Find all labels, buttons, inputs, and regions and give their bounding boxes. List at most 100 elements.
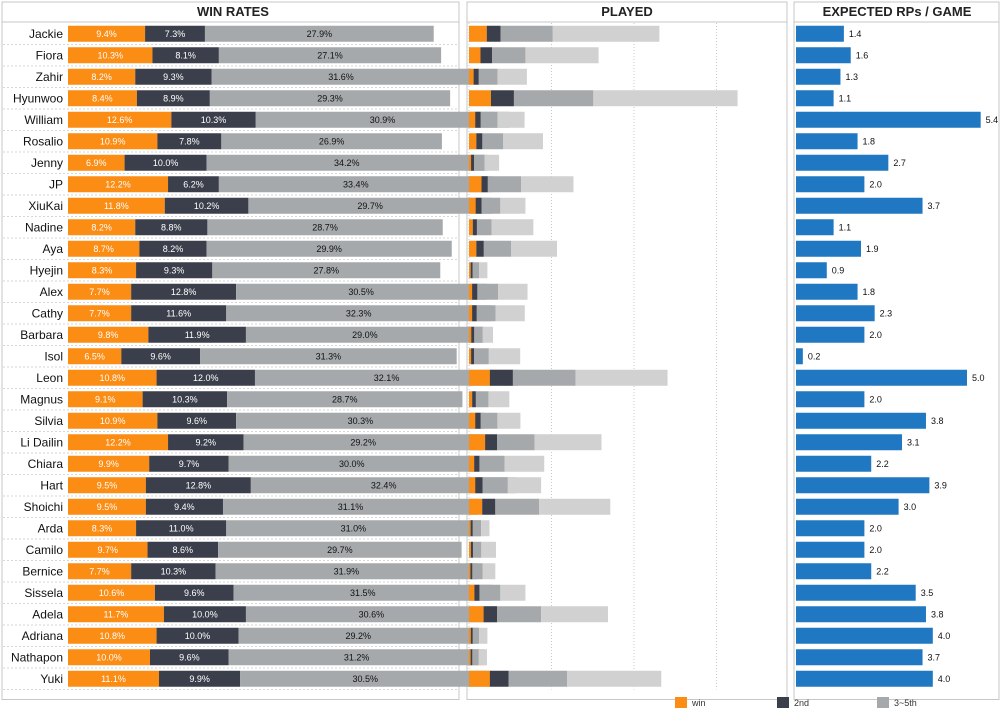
played-bar-win bbox=[469, 584, 475, 601]
played-bar-3~5th bbox=[472, 563, 483, 580]
legend-label-1: 2nd bbox=[794, 698, 809, 708]
played-bar-2nd bbox=[486, 25, 501, 42]
win-rate-label-2nd: 11.0% bbox=[169, 523, 194, 533]
win-rate-label-2nd: 8.9% bbox=[163, 93, 184, 103]
win-rate-label-2nd: 11.6% bbox=[166, 308, 191, 318]
player-name: Nadine bbox=[25, 220, 63, 234]
expected-rp-label: 1.9 bbox=[866, 244, 879, 254]
played-bar-3~5th bbox=[472, 541, 482, 558]
player-name: Leon bbox=[36, 371, 63, 385]
expected-rp-label: 3.7 bbox=[928, 652, 941, 662]
played-bar-win bbox=[469, 563, 471, 580]
win-rate-bar-win bbox=[68, 283, 132, 300]
win-rate-label-3~5th: 30.6% bbox=[359, 609, 385, 619]
win-rate-label-win: 10.8% bbox=[100, 373, 126, 383]
played-bar-rest bbox=[488, 348, 521, 365]
expected-rp-label: 3.9 bbox=[934, 480, 947, 490]
played-bar-rest bbox=[478, 649, 487, 666]
expected-rp-bar bbox=[796, 477, 930, 494]
win-rate-label-3~5th: 31.3% bbox=[316, 351, 342, 361]
win-rate-label-win: 10.9% bbox=[100, 136, 126, 146]
played-bar-rest bbox=[567, 670, 662, 687]
win-rate-label-2nd: 8.2% bbox=[163, 244, 184, 254]
expected-rp-bar bbox=[796, 348, 803, 365]
win-rate-bar-win bbox=[68, 240, 140, 257]
expected-rp-bar bbox=[796, 627, 933, 644]
expected-rp-label: 2.3 bbox=[880, 308, 893, 318]
expected-rp-bar bbox=[796, 197, 923, 214]
expected-rp-label: 1.1 bbox=[839, 93, 852, 103]
played-bar-win bbox=[469, 219, 473, 236]
player-name: Cathy bbox=[32, 306, 63, 320]
played-bar-3~5th bbox=[482, 477, 508, 494]
played-bar-2nd bbox=[470, 563, 473, 580]
expected-rp-label: 1.1 bbox=[839, 222, 852, 232]
played-bar-2nd bbox=[483, 606, 498, 623]
played-bar-3~5th bbox=[508, 670, 568, 687]
played-bar-rest bbox=[539, 498, 611, 515]
win-rate-bar-3~5th bbox=[209, 90, 451, 107]
played-bar-3~5th bbox=[487, 176, 522, 193]
played-bar-3~5th bbox=[474, 326, 483, 343]
win-rate-bar-2nd bbox=[148, 326, 246, 343]
player-name: Yuki bbox=[40, 672, 63, 686]
player-name: Nathapon bbox=[11, 650, 63, 664]
win-rate-label-3~5th: 31.6% bbox=[328, 72, 354, 82]
panel-win-rates-frame bbox=[1, 1, 460, 700]
played-bar-rest bbox=[521, 176, 574, 193]
win-rate-label-win: 8.2% bbox=[91, 222, 112, 232]
played-bar-3~5th bbox=[477, 283, 499, 300]
win-rate-label-3~5th: 30.0% bbox=[339, 459, 365, 469]
win-rate-bar-3~5th bbox=[218, 47, 442, 64]
played-bar-3~5th bbox=[513, 90, 594, 107]
played-bar-rest bbox=[482, 326, 494, 343]
win-rate-bar-2nd bbox=[156, 627, 239, 644]
win-rate-label-2nd: 8.1% bbox=[175, 50, 196, 60]
played-bar-3~5th bbox=[495, 498, 540, 515]
win-rate-bar-2nd bbox=[135, 68, 212, 85]
win-rate-label-2nd: 9.4% bbox=[174, 502, 195, 512]
win-rate-bar-2nd bbox=[157, 412, 237, 429]
win-rate-bar-2nd bbox=[121, 348, 201, 365]
win-rate-bar-2nd bbox=[145, 477, 251, 494]
win-rate-label-2nd: 6.2% bbox=[183, 179, 204, 189]
win-rate-bar-3~5th bbox=[207, 219, 443, 236]
win-rate-bar-3~5th bbox=[226, 520, 481, 537]
expected-rp-label: 5.0 bbox=[972, 373, 985, 383]
win-rate-label-win: 10.0% bbox=[96, 652, 122, 662]
win-rate-label-2nd: 10.0% bbox=[192, 609, 218, 619]
win-rate-label-2nd: 7.8% bbox=[179, 136, 200, 146]
win-rate-label-3~5th: 29.0% bbox=[352, 330, 378, 340]
played-bar-2nd bbox=[471, 326, 475, 343]
win-rate-bar-3~5th bbox=[236, 412, 485, 429]
win-rate-label-win: 9.5% bbox=[97, 480, 118, 490]
win-rate-label-win: 8.2% bbox=[91, 72, 112, 82]
win-rate-label-win: 8.3% bbox=[92, 523, 113, 533]
win-rate-bar-3~5th bbox=[204, 25, 434, 42]
played-bar-3~5th bbox=[474, 348, 489, 365]
played-bar-win bbox=[469, 498, 483, 515]
played-bar-rest bbox=[498, 283, 528, 300]
player-name: XiuKai bbox=[28, 199, 63, 213]
win-rate-label-3~5th: 30.5% bbox=[352, 674, 378, 684]
win-rate-bar-win bbox=[68, 369, 157, 386]
played-bar-3~5th bbox=[478, 68, 498, 85]
player-name: Hart bbox=[40, 478, 63, 492]
win-rate-bar-2nd bbox=[168, 176, 219, 193]
player-name: Hyunwoo bbox=[13, 91, 63, 105]
played-bar-win bbox=[469, 90, 491, 107]
played-bar-3~5th bbox=[481, 197, 501, 214]
played-bar-win bbox=[469, 47, 481, 64]
expected-rp-label: 3.1 bbox=[907, 437, 920, 447]
win-rate-bar-3~5th bbox=[245, 606, 497, 623]
expected-rp-bar bbox=[796, 326, 865, 343]
win-rate-label-3~5th: 28.7% bbox=[312, 222, 338, 232]
win-rate-bar-2nd bbox=[154, 584, 234, 601]
win-rate-label-win: 8.3% bbox=[92, 265, 113, 275]
played-bar-rest bbox=[484, 154, 500, 171]
player-name: Bernice bbox=[22, 564, 63, 578]
player-name: Chiara bbox=[28, 457, 64, 471]
win-rate-bar-3~5th bbox=[222, 498, 478, 515]
expected-rp-label: 1.4 bbox=[849, 29, 862, 39]
